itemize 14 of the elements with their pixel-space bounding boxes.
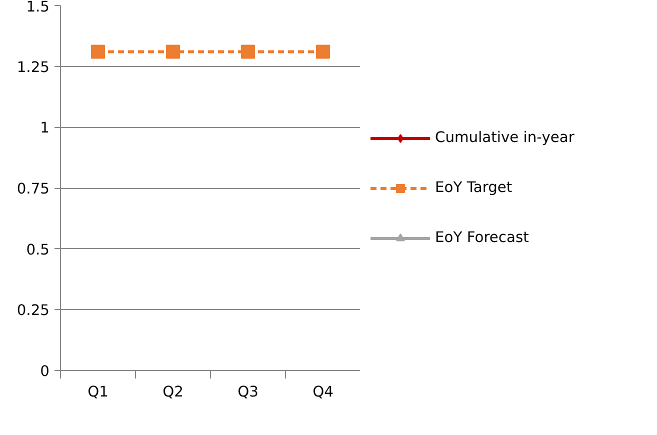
x-tick-label: Q1	[88, 384, 108, 400]
y-tick-label: 1.25	[16, 58, 50, 76]
y-tick-label: 1.5	[26, 0, 50, 16]
x-tick-label: Q3	[238, 384, 258, 400]
legend-label: EoY Forecast	[435, 229, 529, 246]
y-tick-label: 0.75	[16, 180, 50, 198]
x-tick-label: Q2	[162, 384, 184, 400]
y-tick-label: 0	[40, 363, 50, 380]
legend-label: Cumulative in-year	[435, 129, 574, 146]
y-tick-label: 0.5	[26, 241, 50, 258]
y-tick-label: 0.25	[16, 302, 50, 320]
legend-label: EoY Target	[435, 179, 512, 196]
y-tick-label: 1	[40, 120, 50, 137]
x-tick-label: Q4	[312, 384, 334, 400]
